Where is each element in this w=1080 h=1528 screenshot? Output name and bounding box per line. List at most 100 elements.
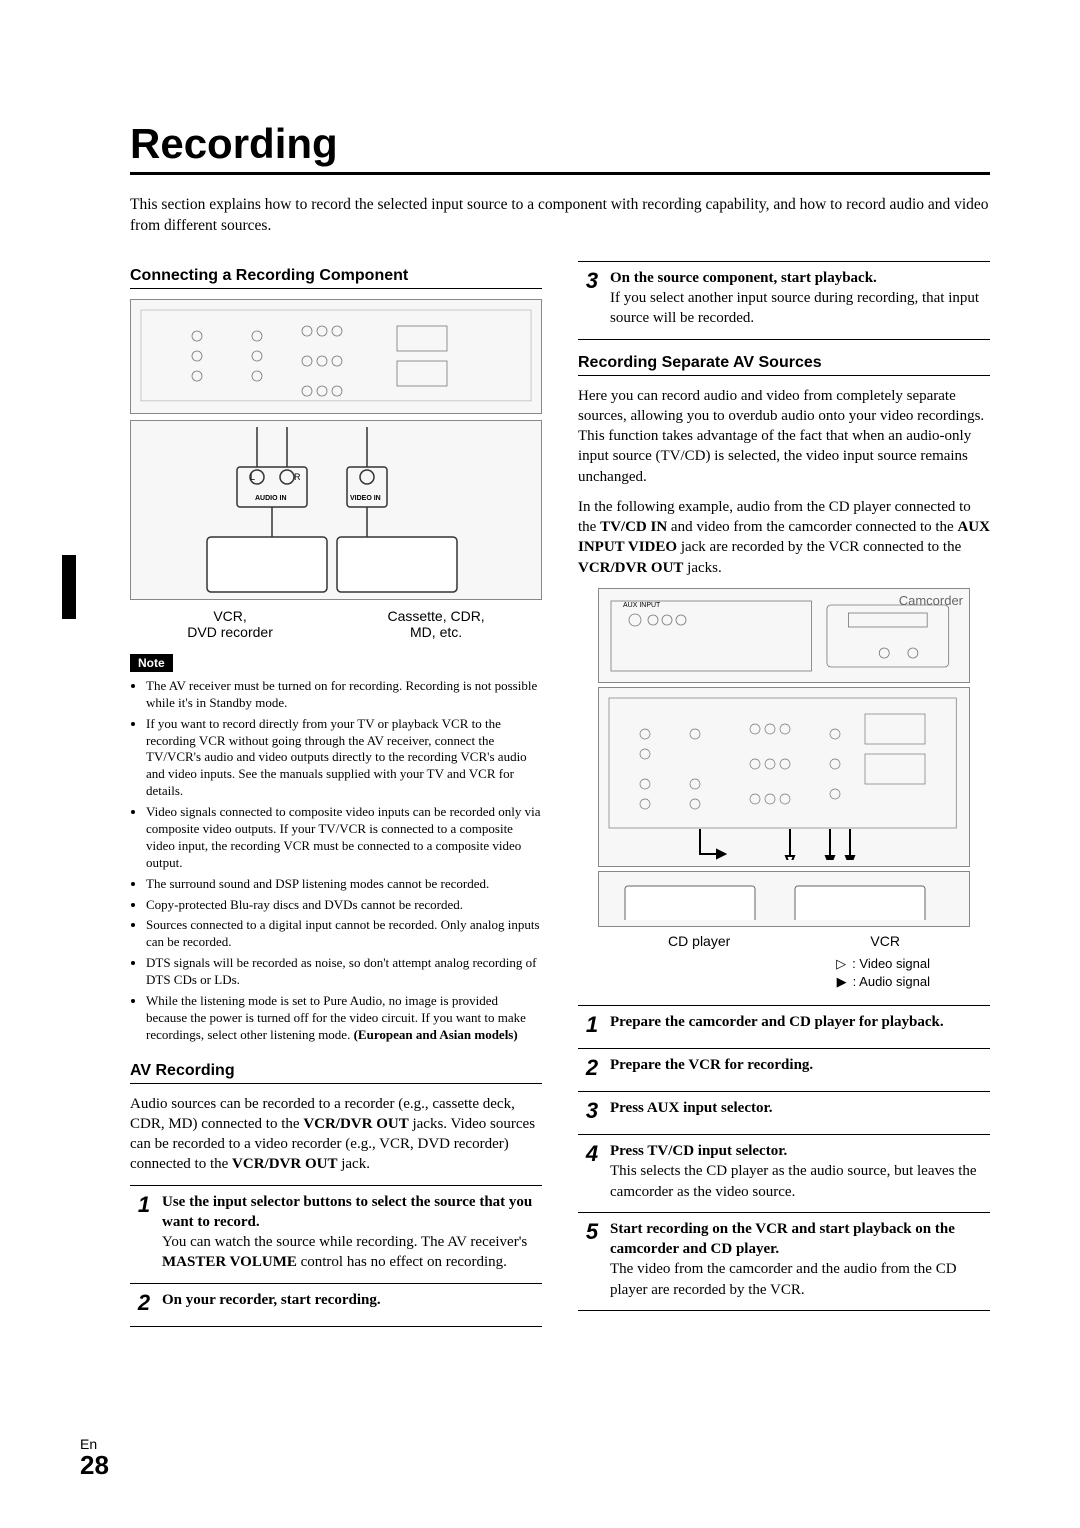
label-audio-in: AUDIO IN [255,495,287,502]
label-vcr-dvd: VCR, DVD recorder [187,608,273,640]
step-body: Prepare the VCR for recording. [606,1049,990,1092]
note-item: Video signals connected to composite vid… [146,804,542,872]
step-body: Press TV/CD input selector. This selects… [606,1135,990,1213]
note-list: The AV receiver must be turned on for re… [130,678,542,1044]
note-item: The surround sound and DSP listening mod… [146,876,542,893]
connections-svg: L R AUDIO IN VIDEO IN [137,427,535,593]
step-title: On your recorder, start recording. [162,1292,381,1308]
audio-signal-icon: ▶ [831,973,853,991]
heading-av-recording: AV Recording [130,1062,542,1084]
av-recording-body: Audio sources can be recorded to a recor… [130,1094,542,1175]
left-column: Connecting a Recording Component [130,261,542,1327]
step-body: On your recorder, start recording. [158,1283,542,1326]
p2c: and video from the camcorder connected t… [667,519,957,535]
note-item: The AV receiver must be turned on for re… [146,678,542,712]
side-tab [62,555,76,619]
label-cd-player: CD player [668,933,730,949]
diagram-rear-panel [130,299,542,414]
diagram-rear-panel-2 [598,687,970,867]
right-step3-table: 3 On the source component, start playbac… [578,261,990,340]
step-row: 4 Press TV/CD input selector. This selec… [578,1135,990,1213]
signal-legend: ▷: Video signal ▶: Audio signal [598,955,970,991]
rear-panel-2-svg [605,694,963,860]
av-text-e: jack. [337,1156,369,1172]
step-text-a: You can watch the source while recording… [162,1234,527,1250]
diagram-device-labels: VCR, DVD recorder Cassette, CDR, MD, etc… [130,608,542,640]
note-last-bold: (European and Asian models) [354,1027,518,1042]
av-text-d: VCR/DVR OUT [232,1156,337,1172]
st-a: Press [610,1100,647,1116]
page-footer: En 28 [80,1436,109,1478]
label-aux-input: AUX INPUT [623,602,661,609]
p2f: VCR/DVR OUT [578,560,683,576]
label-vcr: VCR, [213,608,246,624]
label-camcorder: Camcorder [899,593,963,608]
diagram-connections: L R AUDIO IN VIDEO IN [130,420,542,600]
step-text: The video from the camcorder and the aud… [610,1261,957,1297]
note-item: Copy-protected Blu-ray discs and DVDs ca… [146,897,542,914]
step-number: 3 [578,261,606,339]
diagram-devices-row [598,871,970,927]
step-row: 2 On your recorder, start recording. [130,1283,542,1326]
step-number: 1 [130,1185,158,1283]
label-cassette: Cassette, CDR, [387,608,484,624]
step-title: Prepare the camcorder and CD player for … [610,1014,944,1030]
step-row: 1 Prepare the camcorder and CD player fo… [578,1006,990,1049]
p2g: jacks. [683,560,721,576]
video-signal-icon: ▷ [830,955,852,973]
step-row: 3 On the source component, start playbac… [578,261,990,339]
diagram-bottom-labels: CD player VCR [598,933,970,949]
note-item: DTS signals will be recorded as noise, s… [146,955,542,989]
heading-connecting: Connecting a Recording Component [130,267,542,289]
label-video-in: VIDEO IN [350,495,381,502]
step-number: 5 [578,1212,606,1310]
step-number: 2 [130,1283,158,1326]
separate-av-para1: Here you can record audio and video from… [578,386,990,487]
step-title: On the source component, start playback. [610,270,877,286]
legend-video: : Video signal [852,956,930,971]
step-row: 2 Prepare the VCR for recording. [578,1049,990,1092]
label-r: R [294,472,301,482]
label-dvd-recorder: DVD recorder [187,624,273,640]
step-text: If you select another input source durin… [610,290,979,326]
label-md: MD, etc. [410,624,462,640]
label-cassette-cdr: Cassette, CDR, MD, etc. [387,608,484,640]
step-title: Prepare the VCR for recording. [610,1057,813,1073]
step-title: Start recording on the VCR and start pla… [610,1221,955,1257]
p2b: TV/CD IN [600,519,667,535]
st-c: input selector. [679,1100,772,1116]
label-vcr: VCR [870,933,900,949]
label-l: L [250,472,255,482]
devices-row-svg [605,878,963,920]
step-body: On the source component, start playback.… [606,261,990,339]
separate-av-para2: In the following example, audio from the… [578,497,990,578]
footer-page-number: 28 [80,1452,109,1478]
note-item: If you want to record directly from your… [146,716,542,800]
st-b: TV/CD [647,1143,694,1159]
step-body: Start recording on the VCR and start pla… [606,1212,990,1310]
p2e: jack are recorded by the VCR connected t… [677,539,961,555]
step-number: 3 [578,1092,606,1135]
intro-text: This section explains how to record the … [130,195,990,237]
left-steps-table: 1 Use the input selector buttons to sele… [130,1185,542,1327]
av-text-b: VCR/DVR OUT [303,1116,408,1132]
page-title: Recording [130,120,990,175]
step-text-b: MASTER VOLUME [162,1254,297,1270]
note-item: Sources connected to a digital input can… [146,917,542,951]
content-columns: Connecting a Recording Component [130,261,990,1327]
right-diagram-wrap: AUX INPUT Camcorder [578,588,990,991]
legend-audio: : Audio signal [853,974,930,989]
step-body: Prepare the camcorder and CD player for … [606,1006,990,1049]
step-title: Use the input selector buttons to select… [162,1194,532,1230]
st-b: AUX [647,1100,680,1116]
step-text: This selects the CD player as the audio … [610,1163,977,1199]
heading-separate-av: Recording Separate AV Sources [578,354,990,376]
step-number: 4 [578,1135,606,1213]
step-row: 3 Press AUX input selector. [578,1092,990,1135]
st-c: input selector. [694,1143,787,1159]
right-steps-table: 1 Prepare the camcorder and CD player fo… [578,1005,990,1311]
step-body: Press AUX input selector. [606,1092,990,1135]
right-column: 3 On the source component, start playbac… [578,261,990,1327]
step-row: 1 Use the input selector buttons to sele… [130,1185,542,1283]
diagram-front-panel: AUX INPUT Camcorder [598,588,970,683]
